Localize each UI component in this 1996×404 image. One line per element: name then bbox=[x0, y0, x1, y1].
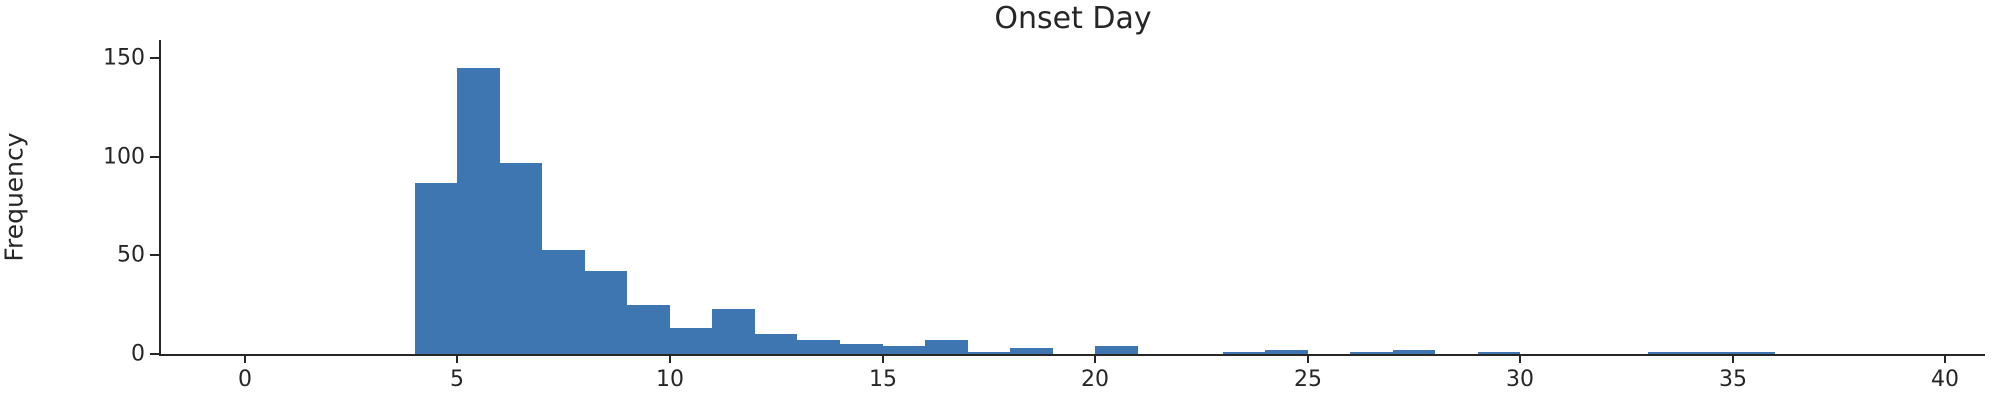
x-tick-mark bbox=[1732, 354, 1734, 363]
plot-area: 0 5 10 15 20 25 30 35 40 0 50 100 150 bbox=[103, 40, 1985, 392]
histogram-bar bbox=[1223, 352, 1265, 354]
y-tick-mark bbox=[150, 57, 159, 59]
histogram-bar bbox=[925, 340, 968, 354]
x-tick-mark bbox=[456, 354, 458, 363]
histogram-bar bbox=[415, 183, 457, 354]
histogram-bar bbox=[883, 346, 925, 354]
histogram-bar bbox=[1393, 350, 1435, 354]
y-axis-spine bbox=[159, 40, 161, 356]
x-tick-mark bbox=[1094, 354, 1096, 363]
histogram-bar bbox=[968, 352, 1010, 354]
x-tick-label: 25 bbox=[1294, 367, 1322, 392]
histogram-bar bbox=[542, 250, 585, 354]
histogram-bar bbox=[712, 309, 755, 354]
histogram-bar bbox=[1733, 352, 1775, 354]
histogram-bar bbox=[1010, 348, 1053, 354]
histogram-bar bbox=[1478, 352, 1520, 354]
x-tick-mark bbox=[244, 354, 246, 363]
x-tick-label: 0 bbox=[238, 367, 252, 392]
x-tick-mark bbox=[1519, 354, 1521, 363]
histogram-bar bbox=[457, 68, 500, 354]
chart-title: Onset Day bbox=[994, 1, 1152, 36]
histogram-bar bbox=[585, 271, 627, 354]
x-tick-mark bbox=[1307, 354, 1309, 363]
x-tick-label: 10 bbox=[656, 367, 684, 392]
x-tick-label: 5 bbox=[450, 367, 464, 392]
histogram-bar bbox=[1350, 352, 1393, 354]
histogram-bar bbox=[627, 305, 670, 354]
x-tick-label: 30 bbox=[1506, 367, 1534, 392]
histogram-bar bbox=[500, 163, 542, 354]
histogram-bar bbox=[755, 334, 797, 354]
histogram-bar bbox=[840, 344, 883, 354]
y-tick-mark bbox=[150, 156, 159, 158]
y-tick-mark bbox=[150, 353, 159, 355]
histogram-bar bbox=[670, 328, 712, 354]
y-tick-label: 150 bbox=[103, 45, 145, 71]
x-axis-spine bbox=[159, 354, 1985, 356]
x-tick-mark bbox=[669, 354, 671, 363]
x-tick-label: 40 bbox=[1931, 367, 1959, 392]
histogram-bar bbox=[1265, 350, 1308, 354]
histogram-bar bbox=[1690, 352, 1733, 354]
y-tick-label: 50 bbox=[117, 242, 145, 268]
histogram-bar bbox=[797, 340, 840, 354]
histogram-bar bbox=[1648, 352, 1690, 354]
x-tick-label: 35 bbox=[1719, 367, 1747, 392]
y-tick-mark bbox=[150, 254, 159, 256]
x-tick-mark bbox=[1944, 354, 1946, 363]
y-tick-label: 100 bbox=[103, 144, 145, 170]
x-tick-mark bbox=[882, 354, 884, 363]
histogram-bar bbox=[1095, 346, 1138, 354]
x-tick-label: 20 bbox=[1081, 367, 1109, 392]
x-tick-label: 15 bbox=[869, 367, 897, 392]
y-tick-label: 0 bbox=[131, 341, 145, 367]
